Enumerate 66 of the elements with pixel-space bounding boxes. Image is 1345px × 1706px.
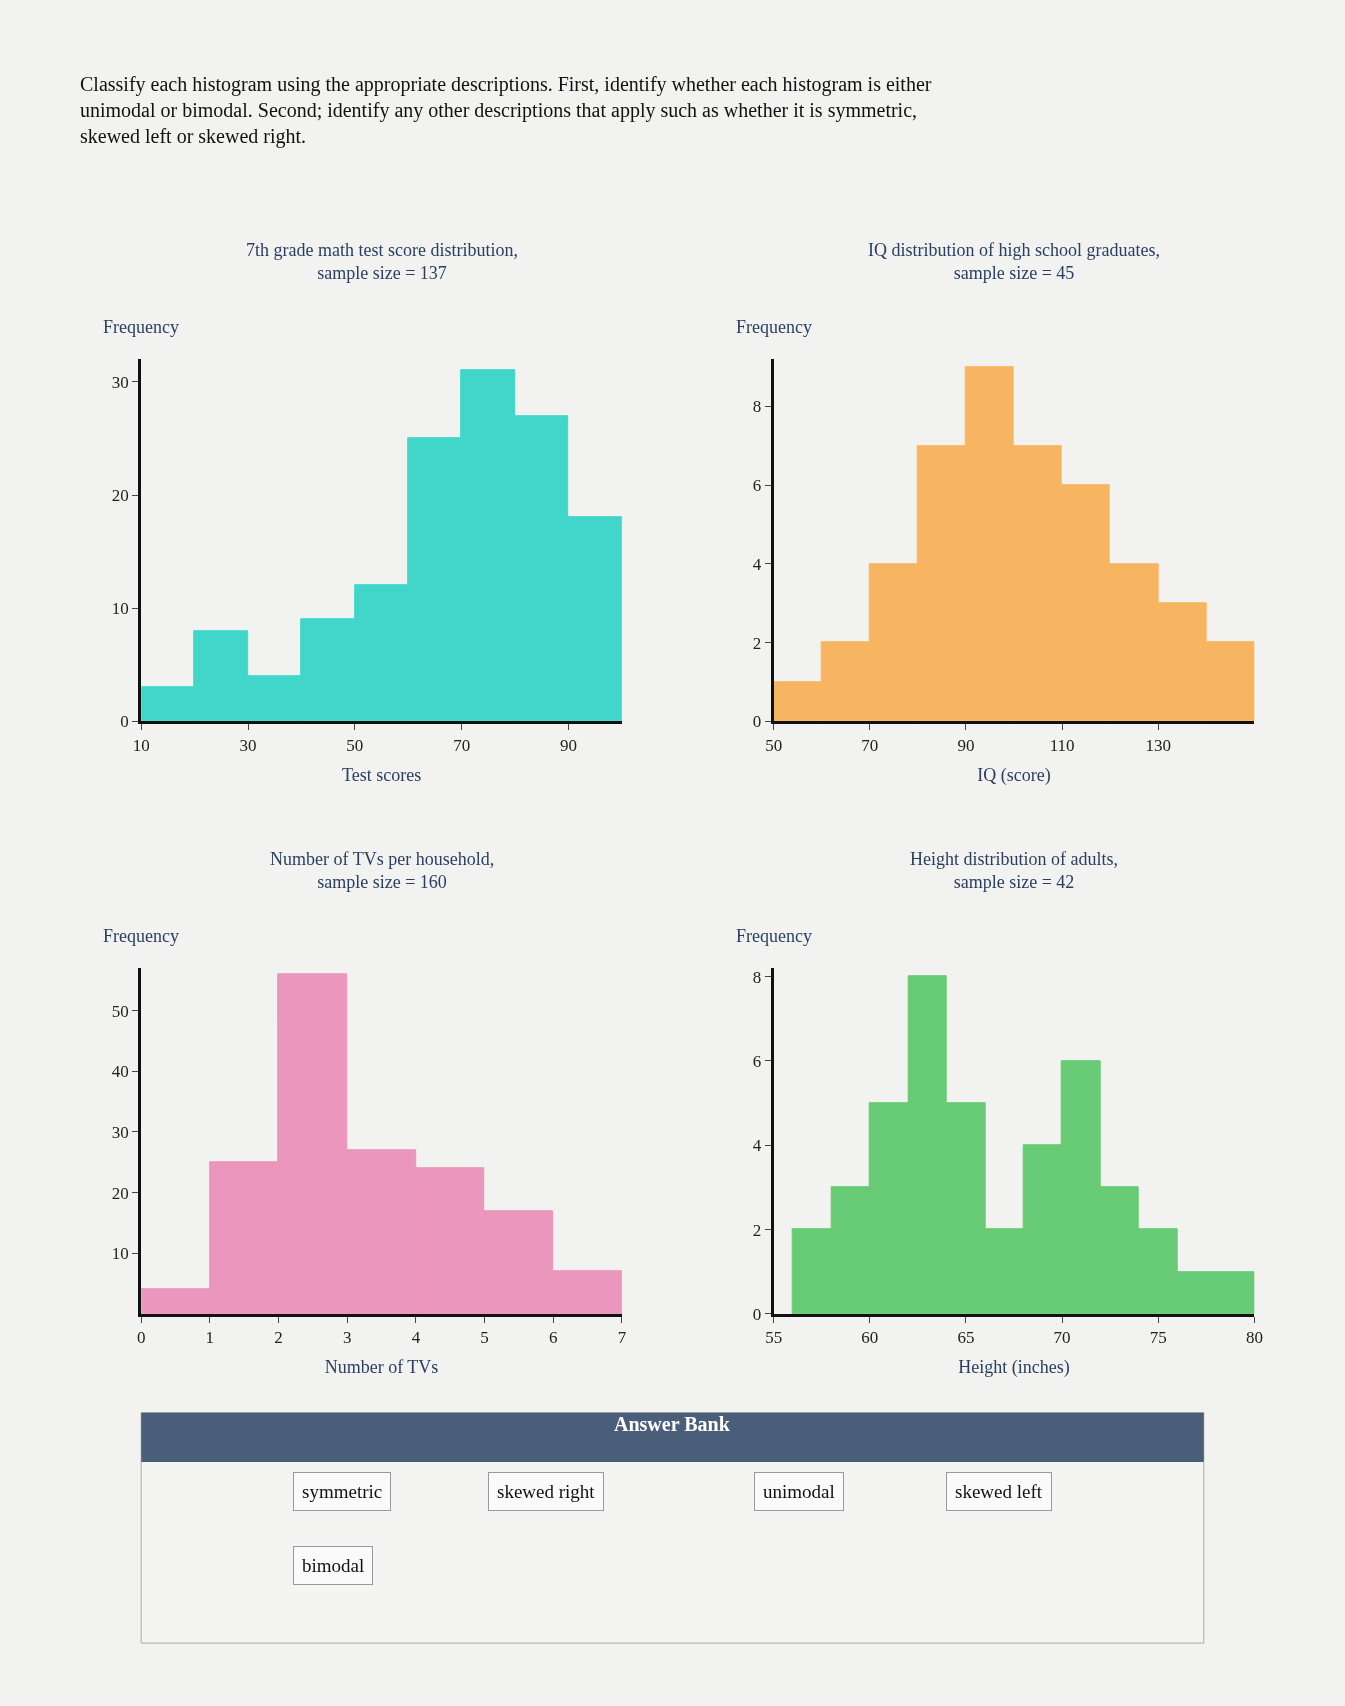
y-axis-title: Frequency [736,317,812,337]
chart-title: IQ distribution of high school graduates, [868,240,1160,260]
y-tick-label: 40 [111,1062,129,1082]
x-tick-label: 90 [559,735,577,755]
chart-title: 7th grade math test score distribution, [246,240,518,260]
y-tick-label: 30 [111,1122,129,1142]
x-tick-label: 3 [342,1328,352,1348]
x-tick-label: 90 [957,735,975,755]
y-tick-label: 0 [120,712,129,732]
y-tick-label: 4 [752,1136,762,1156]
x-tick-label: 70 [453,735,471,755]
x-tick-label: 7 [617,1328,627,1348]
y-tick-label: 20 [111,485,129,505]
x-axis-title: IQ (score) [977,764,1051,786]
y-tick-label: 4 [752,554,762,574]
x-tick-label: 30 [239,735,257,755]
y-axis-title: Frequency [736,926,812,946]
y-tick-label: 0 [752,712,762,732]
x-tick-label: 80 [1245,1328,1263,1348]
x-axis-title: Test scores [341,764,422,785]
y-tick-label: 30 [111,372,129,392]
x-tick-label: 60 [861,1328,879,1348]
y-tick-label: 2 [752,633,762,653]
x-tick-label: 70 [861,735,879,755]
chart-subtitle: sample size = 137 [317,263,447,284]
x-tick-label: 130 [1145,735,1172,755]
x-tick-label: 2 [274,1328,283,1348]
y-tick-label: 0 [752,1304,762,1324]
y-tick-label: 20 [111,1183,129,1203]
y-tick-label: 6 [752,1051,762,1071]
x-tick-label: 110 [1049,735,1075,755]
chart-subtitle: sample size = 160 [317,872,447,893]
x-axis-title: Height (inches) [958,1357,1070,1379]
x-tick-label: 55 [765,1328,783,1348]
text: symmetric [302,1481,383,1502]
text: skewed left [955,1481,1043,1502]
chart-subtitle: sample size = 42 [953,872,1075,893]
chart-title: Height distribution of adults, [910,849,1118,869]
text: Answer Bank [614,1413,731,1435]
y-tick-label: 8 [752,967,762,987]
chart-title: Number of TVs per household, [270,849,495,869]
x-tick-label: 6 [548,1328,558,1348]
x-axis-title: Number of TVs [324,1357,439,1378]
text: skewed right [497,1481,596,1502]
y-tick-label: 50 [111,1001,129,1021]
x-tick-label: 0 [136,1328,146,1348]
y-axis-title: Frequency [103,317,179,337]
x-tick-label: 65 [957,1328,975,1348]
y-tick-label: 2 [752,1220,762,1240]
text: bimodal [302,1555,365,1576]
x-tick-label: 4 [411,1328,421,1348]
chart-subtitle: sample size = 45 [953,263,1075,284]
y-tick-label: 10 [111,599,129,619]
y-tick-label: 10 [111,1244,129,1264]
x-tick-label: 50 [346,735,364,755]
x-tick-label: 1 [205,1328,215,1348]
x-tick-label: 75 [1149,1328,1167,1348]
x-tick-label: 5 [480,1328,489,1348]
x-tick-label: 10 [132,735,150,755]
text: Classify each histogram using the appropriate descriptions. First, identify whether each histogram is either unimodal or bimodal. Second; identify any other descriptions that apply such as whether it is symmetric, skewed left or skewed right. [80,73,932,148]
y-tick-label: 8 [752,397,762,417]
y-axis-title: Frequency [103,926,179,946]
x-tick-label: 50 [765,735,783,755]
x-tick-label: 70 [1053,1328,1071,1348]
text: unimodal [763,1481,835,1502]
y-tick-label: 6 [752,476,762,496]
